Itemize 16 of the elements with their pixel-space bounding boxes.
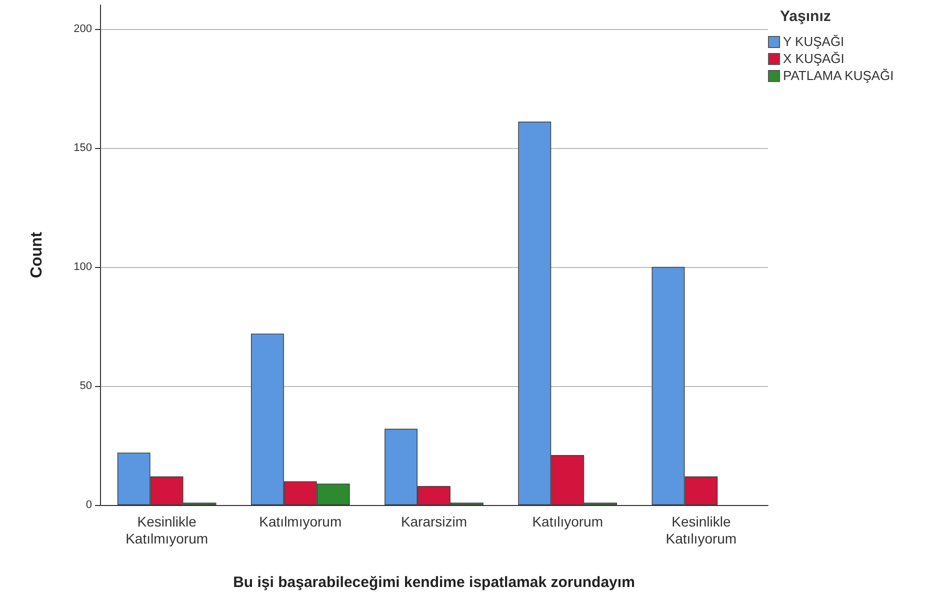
x-tick-label: Katılmıyorum <box>259 514 342 530</box>
x-axis-title: Bu işi başarabileceğimi kendime ispatlamak zorundayım <box>233 574 635 591</box>
y-tick-label: 200 <box>74 22 92 35</box>
legend-label: X KUŞAĞI <box>783 51 844 66</box>
y-tick-label: 50 <box>80 380 92 392</box>
y-tick-label: 100 <box>74 260 92 273</box>
x-tick-label: Kararsizim <box>400 514 468 530</box>
legend-label: Y KUŞAĞI <box>783 34 844 49</box>
y-axis-title: Count <box>28 231 46 278</box>
legend-label: PATLAMA KUŞAĞI <box>783 68 894 83</box>
y-tick-label: 150 <box>74 142 92 154</box>
x-tick-label: Kesinlikle Katılmıyorum <box>126 514 208 546</box>
legend-title: Yaşınız <box>780 8 832 25</box>
x-tick-label: Kesinlikle Katılıyorum <box>666 514 737 546</box>
x-tick-label: Katılıyorum <box>532 514 604 530</box>
y-tick-label: 0 <box>86 499 92 511</box>
